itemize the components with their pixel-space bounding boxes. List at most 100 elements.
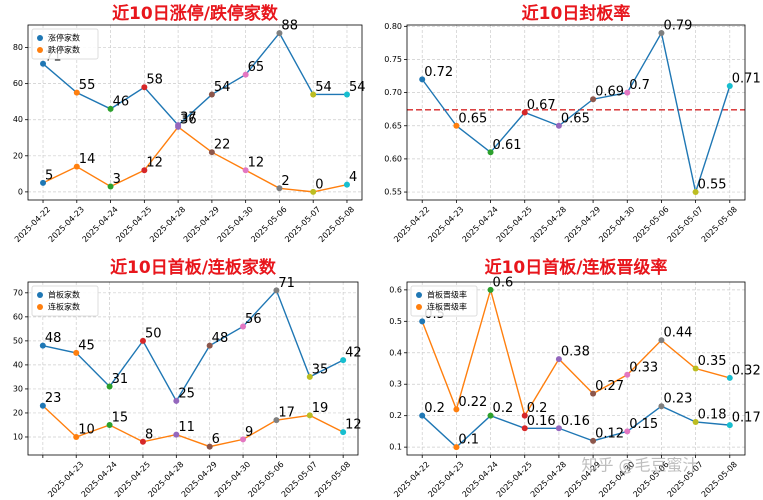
legend-marker bbox=[416, 292, 422, 298]
data-label: 23 bbox=[45, 391, 62, 406]
data-label: 10 bbox=[78, 422, 95, 437]
series-line bbox=[421, 405, 730, 449]
data-label: 35 bbox=[312, 362, 329, 377]
legend-marker bbox=[416, 304, 422, 310]
data-point bbox=[240, 323, 247, 330]
data-point bbox=[276, 30, 283, 37]
data-label: 0.71 bbox=[732, 71, 761, 86]
data-point bbox=[590, 96, 597, 103]
data-label: 0.32 bbox=[732, 363, 761, 378]
chart-title: 近10日首板/连板家数 bbox=[110, 257, 277, 278]
data-label: 0.2 bbox=[424, 401, 445, 416]
legend-label: 连板晋级率 bbox=[427, 302, 467, 312]
data-label: 42 bbox=[345, 346, 362, 361]
data-point bbox=[692, 365, 699, 372]
data-point bbox=[242, 167, 249, 174]
y-tick-label: 0.5 bbox=[389, 317, 402, 326]
y-tick-label: 0.6 bbox=[389, 285, 402, 294]
y-tick-label: 50 bbox=[13, 336, 23, 345]
data-point bbox=[419, 318, 426, 325]
data-label: 0.38 bbox=[561, 345, 590, 360]
data-point bbox=[141, 167, 148, 174]
data-point bbox=[726, 422, 733, 429]
data-label: 0.35 bbox=[698, 354, 727, 369]
data-label: 0.18 bbox=[698, 407, 727, 422]
data-label: 0.15 bbox=[629, 417, 658, 432]
legend-marker bbox=[37, 35, 43, 41]
data-label: 5 bbox=[45, 168, 53, 183]
data-label: 0.61 bbox=[493, 138, 522, 153]
y-tick-label: 0.1 bbox=[389, 443, 402, 452]
data-point bbox=[39, 402, 46, 409]
data-label: 0.1 bbox=[458, 433, 479, 448]
data-label: 0.22 bbox=[458, 395, 487, 410]
data-label: 37 bbox=[180, 111, 197, 126]
data-point bbox=[240, 436, 247, 443]
data-label: 0.6 bbox=[493, 275, 514, 290]
plot-frame bbox=[27, 281, 359, 456]
data-point bbox=[658, 29, 665, 36]
data-point bbox=[273, 417, 280, 424]
data-label: 25 bbox=[178, 386, 195, 401]
data-point bbox=[206, 342, 213, 349]
legend-marker bbox=[37, 292, 43, 298]
data-label: 14 bbox=[79, 152, 96, 167]
data-point bbox=[139, 438, 146, 445]
legend-marker bbox=[37, 47, 43, 53]
y-tick-label: 40 bbox=[13, 115, 23, 124]
data-label: 0.17 bbox=[732, 411, 761, 426]
data-point bbox=[276, 185, 283, 192]
plot-frame bbox=[27, 24, 363, 201]
data-point bbox=[487, 149, 494, 156]
data-point bbox=[40, 179, 47, 186]
data-point bbox=[453, 406, 460, 413]
y-tick-label: 0.70 bbox=[384, 88, 402, 97]
data-point bbox=[310, 188, 317, 195]
data-label: 48 bbox=[45, 331, 62, 346]
data-point bbox=[107, 183, 114, 190]
legend-label: 涨停家数 bbox=[48, 33, 80, 43]
data-label: 36 bbox=[180, 112, 197, 127]
data-point bbox=[521, 412, 528, 419]
data-point bbox=[39, 342, 46, 349]
data-label: 0.55 bbox=[698, 178, 727, 193]
data-point bbox=[175, 123, 182, 130]
data-label: 6 bbox=[212, 432, 220, 447]
data-label: 46 bbox=[113, 94, 130, 109]
data-label: 9 bbox=[245, 425, 253, 440]
data-label: 55 bbox=[79, 78, 96, 93]
y-tick-label: 20 bbox=[13, 151, 23, 160]
data-label: 19 bbox=[312, 401, 329, 416]
data-point bbox=[555, 122, 562, 129]
data-point bbox=[73, 163, 80, 170]
data-label: 88 bbox=[281, 19, 298, 34]
data-point bbox=[726, 82, 733, 89]
data-label: 0.7 bbox=[629, 78, 650, 93]
data-point bbox=[340, 357, 347, 364]
data-label: 31 bbox=[112, 372, 129, 387]
data-point bbox=[273, 287, 280, 294]
data-point bbox=[73, 89, 80, 96]
y-tick-label: 80 bbox=[13, 43, 23, 52]
data-point bbox=[139, 337, 146, 344]
data-label: 0.2 bbox=[527, 401, 548, 416]
y-tick-label: 0.65 bbox=[384, 121, 402, 130]
data-point bbox=[340, 429, 347, 436]
data-label: 48 bbox=[212, 331, 229, 346]
data-point bbox=[208, 149, 215, 156]
chart-title: 近10日涨停/跌停家数 bbox=[112, 3, 279, 24]
data-label: 45 bbox=[78, 338, 95, 353]
data-label: 11 bbox=[178, 420, 195, 435]
data-label: 2 bbox=[281, 174, 289, 189]
data-point bbox=[242, 71, 249, 78]
data-label: 0.65 bbox=[561, 111, 590, 126]
data-point bbox=[310, 91, 317, 98]
chart-title: 近10日首板/连板晋级率 bbox=[485, 257, 668, 278]
y-tick-label: 0 bbox=[18, 187, 23, 196]
y-tick-label: 70 bbox=[13, 288, 23, 297]
data-point bbox=[658, 337, 665, 344]
data-point bbox=[141, 84, 148, 91]
chart-title: 近10日封板率 bbox=[522, 3, 631, 24]
legend-label: 连板家数 bbox=[48, 302, 80, 312]
